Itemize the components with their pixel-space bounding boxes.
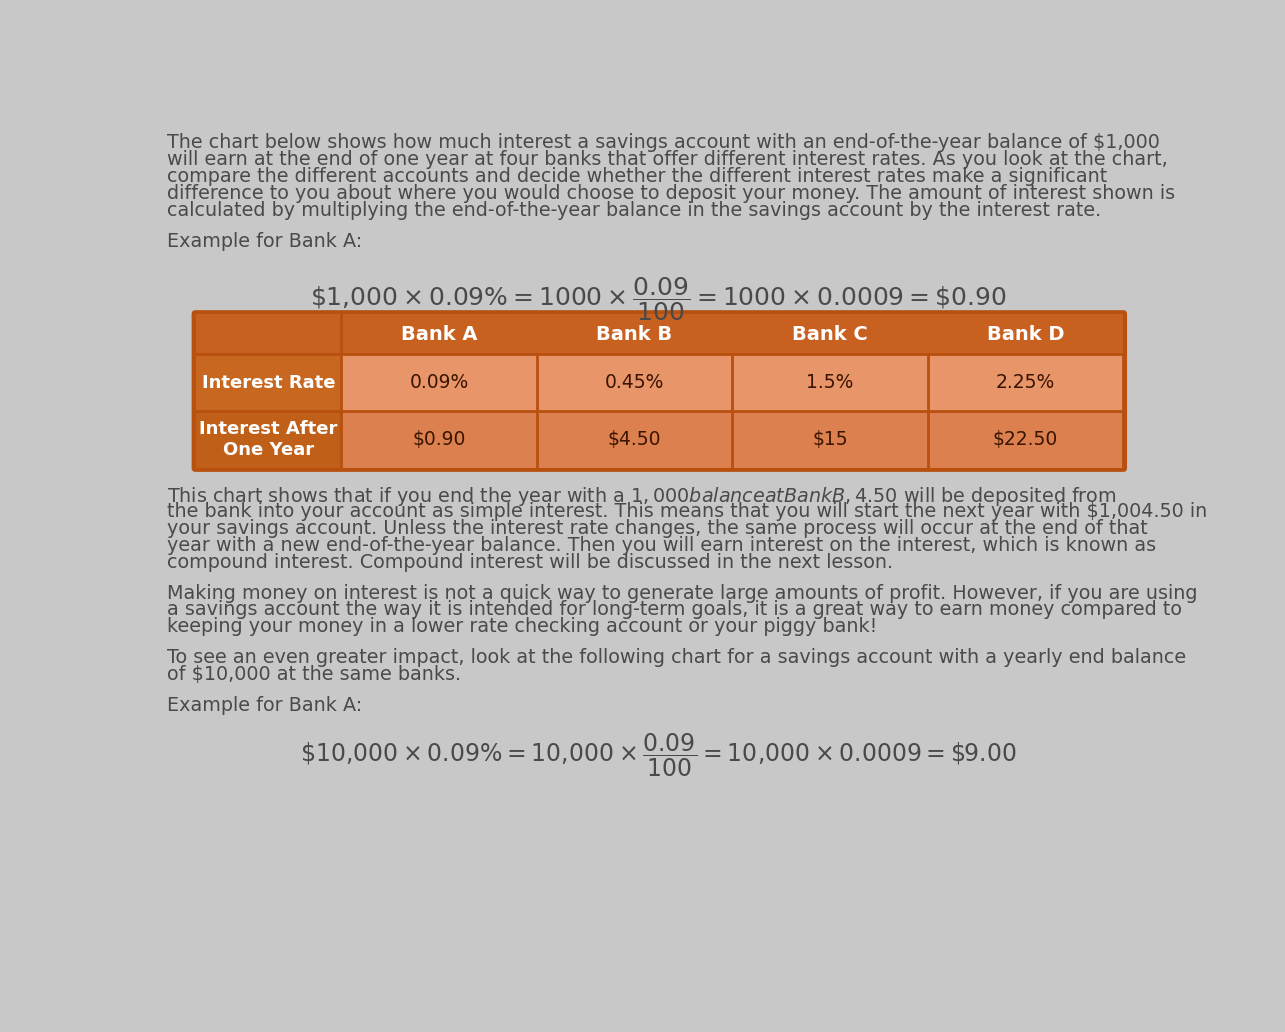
Text: Example for Bank A:: Example for Bank A: [167, 231, 362, 251]
Text: compare the different accounts and decide whether the different interest rates m: compare the different accounts and decid… [167, 167, 1108, 186]
Bar [195, 411, 342, 469]
Text: $\$1{,}000 \times 0.09\% = 1000 \times \dfrac{0.09}{100} = 1000 \times 0.0009 = : $\$1{,}000 \times 0.09\% = 1000 \times \… [310, 275, 1006, 323]
Text: keeping your money in a lower rate checking account or your piggy bank!: keeping your money in a lower rate check… [167, 617, 878, 637]
Text: $0.90: $0.90 [412, 430, 465, 449]
Text: Making money on interest is not a quick way to generate large amounts of profit.: Making money on interest is not a quick … [167, 583, 1198, 603]
Bar [195, 314, 1123, 354]
Text: The chart below shows how much interest a savings account with an end-of-the-yea: The chart below shows how much interest … [167, 133, 1159, 152]
Text: Bank B: Bank B [596, 324, 672, 344]
Text: year with a new end-of-the-year balance. Then you will earn interest on the inte: year with a new end-of-the-year balance.… [167, 536, 1156, 555]
Text: 0.09%: 0.09% [410, 373, 469, 392]
Text: Interest Rate: Interest Rate [202, 374, 335, 391]
Text: Bank D: Bank D [987, 324, 1064, 344]
Bar [342, 354, 537, 411]
Bar [537, 354, 732, 411]
Bar [732, 354, 928, 411]
Text: compound interest. Compound interest will be discussed in the next lesson.: compound interest. Compound interest wil… [167, 553, 893, 572]
Text: $22.50: $22.50 [993, 430, 1058, 449]
Text: $\$10{,}000 \times 0.09\% = 10{,}000 \times \dfrac{0.09}{100} = 10{,}000 \times : $\$10{,}000 \times 0.09\% = 10{,}000 \ti… [299, 732, 1016, 779]
Text: of $10,000 at the same banks.: of $10,000 at the same banks. [167, 666, 461, 684]
Bar [928, 354, 1123, 411]
FancyBboxPatch shape [191, 311, 1127, 472]
Text: your savings account. Unless the interest rate changes, the same process will oc: your savings account. Unless the interes… [167, 519, 1148, 538]
Bar [537, 411, 732, 469]
Text: will earn at the end of one year at four banks that offer different interest rat: will earn at the end of one year at four… [167, 150, 1168, 169]
Text: To see an even greater impact, look at the following chart for a savings account: To see an even greater impact, look at t… [167, 648, 1186, 668]
Text: 0.45%: 0.45% [605, 373, 664, 392]
Text: 1.5%: 1.5% [806, 373, 853, 392]
Bar [195, 354, 342, 411]
Text: Example for Bank A:: Example for Bank A: [167, 696, 362, 715]
Text: Interest After
One Year: Interest After One Year [199, 420, 338, 459]
Bar [928, 411, 1123, 469]
Bar [732, 411, 928, 469]
Text: $4.50: $4.50 [608, 430, 662, 449]
Text: the bank into your account as simple interest. This means that you will start th: the bank into your account as simple int… [167, 502, 1207, 521]
Text: Bank C: Bank C [792, 324, 867, 344]
Text: a savings account the way it is intended for long-term goals, it is a great way : a savings account the way it is intended… [167, 601, 1182, 619]
Text: This chart shows that if you end the year with a $1,000 balance at Bank B, $4.50: This chart shows that if you end the yea… [167, 485, 1117, 508]
Text: $15: $15 [812, 430, 848, 449]
Bar [342, 411, 537, 469]
Text: 2.25%: 2.25% [996, 373, 1055, 392]
Text: Bank A: Bank A [401, 324, 477, 344]
Text: calculated by multiplying the end-of-the-year balance in the savings account by : calculated by multiplying the end-of-the… [167, 201, 1101, 220]
Text: difference to you about where you would choose to deposit your money. The amount: difference to you about where you would … [167, 184, 1174, 203]
